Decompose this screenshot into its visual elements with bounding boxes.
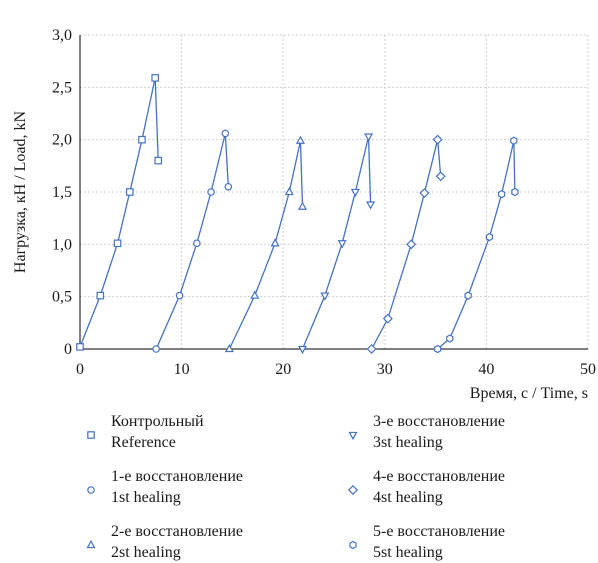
x-tick-label: 20	[275, 361, 291, 378]
data-point	[76, 343, 84, 351]
x-tick-label: 40	[478, 361, 494, 378]
data-point	[320, 292, 330, 301]
data-point	[224, 182, 233, 191]
data-point	[406, 239, 417, 250]
data-point	[125, 188, 134, 196]
x-tick-label: 10	[174, 361, 190, 378]
data-point	[435, 171, 446, 182]
data-point	[464, 291, 472, 300]
legend-label-line2: 1st healing	[111, 489, 181, 506]
data-point	[419, 188, 430, 199]
legend-label-line2: 2st healing	[111, 544, 181, 561]
legend: Контрольный Reference 1-е восстановление 1s…	[86, 413, 505, 561]
data-point	[151, 74, 159, 82]
legend-label-line1: 5-е восстановление	[373, 523, 505, 540]
legend-label-line2: 5st healing	[373, 544, 443, 561]
y-tick-label: 3,0	[52, 27, 72, 44]
legend-item: 5-е восстановление 5st healing	[349, 523, 505, 561]
legend-item: 2-е восстановление 2st healing	[86, 523, 243, 561]
series-5	[366, 134, 446, 355]
legend-item: 3-е восстановление 3st healing	[348, 413, 505, 451]
data-point	[284, 186, 294, 196]
data-point	[297, 201, 308, 210]
data-point	[337, 240, 347, 249]
legend-label-line1: 2-е восстановление	[111, 523, 243, 540]
data-point	[113, 239, 122, 248]
legend-label-line1: 1-е восстановление	[111, 468, 243, 485]
data-point	[364, 133, 374, 142]
series-line	[437, 140, 516, 350]
legend-item: 4-е восстановление 4st healing	[347, 468, 505, 506]
legend-label-line2: Reference	[111, 434, 176, 451]
data-point	[432, 134, 443, 145]
data-point	[295, 135, 306, 144]
legend-label-line2: 4st healing	[373, 489, 443, 506]
data-point	[366, 343, 377, 355]
y-tick-label: 1,0	[52, 236, 72, 253]
series-line	[371, 139, 442, 350]
series-line	[228, 140, 304, 350]
data-point	[138, 135, 146, 144]
data-point	[433, 344, 442, 354]
x-tick-label: 30	[377, 361, 393, 378]
legend-label-line2: 3st healing	[373, 434, 443, 451]
x-tick-label: 50	[580, 361, 596, 378]
data-point	[497, 189, 506, 199]
data-point	[96, 291, 105, 300]
tick-labels: 0 10 20 30 40 50 0 0,5 1,0 1,5 2,0 2,5 3,0	[52, 27, 596, 378]
data-point	[193, 239, 201, 248]
data-point	[175, 291, 184, 300]
legend-marker	[348, 431, 358, 441]
y-tick-label: 2,5	[52, 79, 72, 96]
y-tick-label: 0	[64, 341, 72, 358]
data-point	[270, 238, 280, 247]
series-2	[152, 129, 233, 353]
legend-marker	[87, 431, 95, 439]
axes	[79, 35, 588, 350]
x-axis-label: Время, с / Time, s	[470, 385, 588, 402]
data-point	[366, 201, 376, 210]
series-line	[301, 136, 372, 350]
data-point	[485, 232, 494, 242]
legend-marker	[86, 539, 96, 549]
y-axis-label: Нагрузка, кН / Load, kN	[12, 110, 29, 273]
series-1	[76, 74, 163, 351]
legend-label-line1: Контрольный	[111, 413, 204, 430]
legend-item: 1-е восстановление 1st healing	[87, 468, 243, 506]
data-point	[250, 290, 260, 299]
data-point	[207, 188, 215, 196]
legend-label-line1: 4-е восстановление	[373, 468, 505, 485]
x-tick-label: 0	[76, 361, 84, 378]
legend-marker	[347, 484, 359, 496]
y-tick-label: 1,5	[52, 184, 72, 201]
legend-marker	[349, 540, 357, 550]
y-tick-label: 0,5	[52, 289, 72, 306]
grid	[80, 34, 589, 349]
data-point	[221, 129, 230, 138]
series-3	[224, 135, 308, 353]
series-6	[433, 136, 519, 354]
series-line	[155, 133, 229, 350]
data-point	[382, 313, 393, 324]
data-point	[224, 343, 234, 353]
series	[76, 74, 519, 355]
data-point	[350, 188, 360, 198]
series-line	[79, 77, 159, 348]
data-point	[154, 156, 163, 165]
series-4	[297, 133, 376, 355]
y-tick-label: 2,0	[52, 132, 72, 149]
data-point	[511, 187, 519, 197]
legend-label-line1: 3-е восстановление	[373, 413, 505, 430]
data-point	[446, 334, 454, 343]
legend-item: Контрольный Reference	[87, 413, 204, 451]
legend-marker	[87, 486, 95, 494]
data-point	[152, 345, 161, 353]
data-point	[297, 345, 308, 355]
data-point	[510, 136, 518, 145]
